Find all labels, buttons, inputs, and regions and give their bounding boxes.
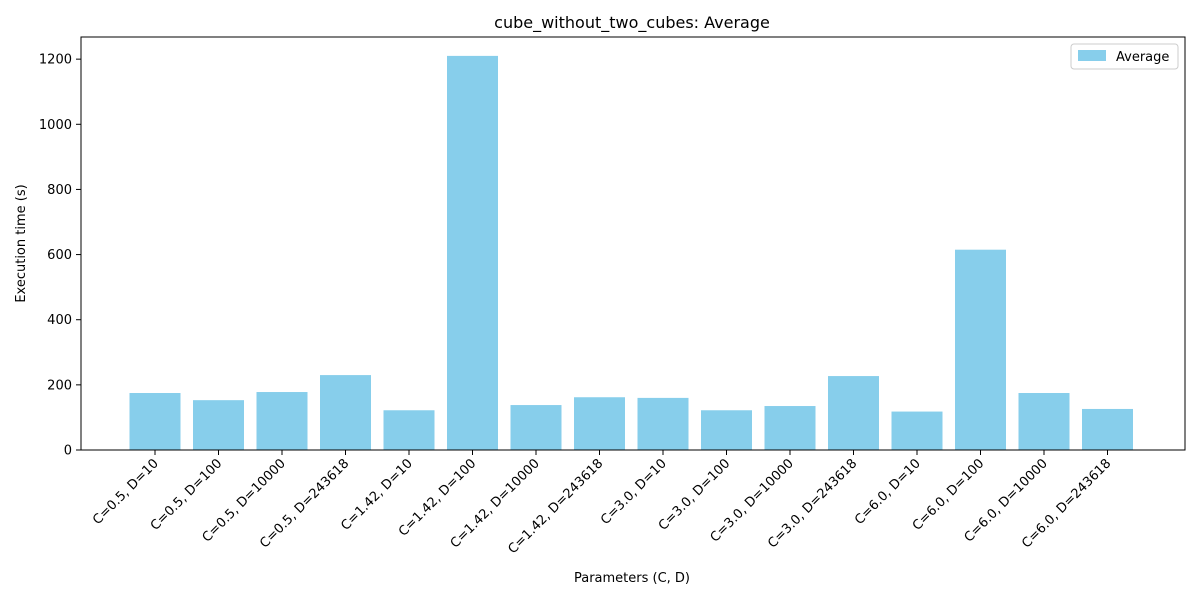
legend-swatch — [1078, 50, 1106, 61]
bar — [510, 405, 562, 450]
bar — [1082, 408, 1133, 450]
bar — [701, 410, 752, 450]
y-axis-label: Execution time (s) — [14, 184, 29, 302]
bar — [891, 411, 943, 450]
bar — [955, 249, 1006, 450]
x-tick-label: C=3.0, D=10 — [598, 456, 670, 528]
bar — [193, 400, 244, 450]
legend-label: Average — [1116, 50, 1169, 65]
x-tick-label: C=0.5, D=10 — [90, 456, 162, 528]
bar — [320, 375, 371, 450]
legend: Average — [1070, 43, 1179, 70]
bar — [383, 410, 435, 450]
bar — [129, 393, 181, 450]
bar — [764, 406, 816, 450]
y-tick-label: 1200 — [39, 53, 72, 68]
x-axis-label: Parameters (C, D) — [574, 571, 690, 586]
bars-group — [129, 55, 1133, 450]
y-tick-label: 1000 — [39, 118, 72, 133]
bar — [637, 397, 689, 450]
bar — [828, 376, 879, 450]
plot-frame — [80, 36, 1186, 451]
chart-title: cube_without_two_cubes: Average — [494, 13, 770, 33]
y-tick-label: 0 — [64, 444, 72, 459]
y-tick-label: 600 — [47, 248, 72, 263]
bar — [256, 392, 308, 450]
y-tick-label: 800 — [47, 183, 72, 198]
y-tick-label: 200 — [47, 378, 72, 393]
x-tick-label: C=6.0, D=10 — [852, 456, 924, 528]
bar — [574, 397, 625, 450]
bar — [1018, 393, 1070, 450]
y-tick-label: 400 — [47, 313, 72, 328]
y-axis-ticks: 0 200 400 600 800 1000 1200 — [39, 53, 81, 459]
bar — [447, 55, 498, 450]
